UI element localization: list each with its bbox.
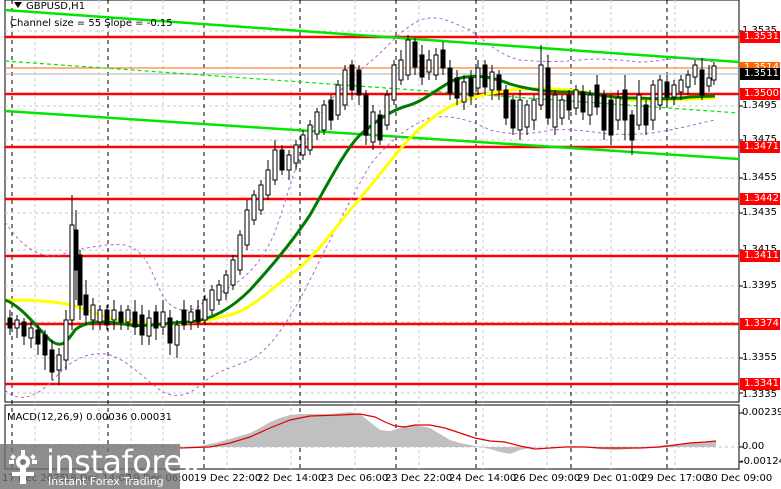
time-tick: 23 Dec 22:00 — [385, 473, 453, 484]
price-tick: 1.3435 — [742, 207, 777, 218]
brand-name: instaforex — [46, 443, 201, 481]
macd-axis-tick: -0.00124 — [740, 456, 781, 467]
time-tick: 19 Dec 22:00 — [194, 473, 262, 484]
dropdown-triangle-icon[interactable] — [14, 2, 22, 8]
current-price-label: 1.3511 — [740, 68, 780, 80]
price-tick: 1.3355 — [742, 352, 777, 363]
day-separators — [11, 0, 668, 469]
macd-histogram — [180, 412, 716, 454]
time-tick: 24 Dec 14:00 — [449, 473, 517, 484]
price-tick: 1.3495 — [742, 100, 777, 111]
level-label-support: 1.3411 — [740, 250, 780, 262]
brand-tagline: Instant Forex Trading — [48, 475, 164, 488]
instaforex-watermark: instaforex Instant Forex Trading — [0, 444, 201, 489]
price-tick: 1.3535 — [742, 25, 777, 36]
symbol-label: GBPUSD,H1 — [26, 1, 86, 12]
main-panel — [4, 0, 740, 403]
level-label-support: 1.3374 — [740, 318, 780, 330]
axis-ticks — [739, 30, 743, 463]
time-tick: 26 Dec 09:00 — [513, 473, 581, 484]
price-tick: 1.3455 — [742, 172, 777, 183]
ma-slow-yellow — [4, 87, 716, 326]
time-tick: 22 Dec 14:00 — [257, 473, 325, 484]
time-tick: 29 Dec 17:00 — [641, 473, 709, 484]
time-tick: 23 Dec 06:00 — [321, 473, 389, 484]
ma-fast-green — [4, 74, 716, 346]
macd-axis-tick: 0.00239 — [742, 407, 781, 418]
instaforex-gear-icon — [9, 450, 37, 484]
macd-axis-tick: 0.00 — [742, 441, 765, 452]
price-tick: 1.3475 — [742, 134, 777, 145]
price-tick: 1.3395 — [742, 280, 777, 291]
candlesticks — [7, 35, 717, 385]
time-tick: 29 Dec 01:00 — [577, 473, 645, 484]
level-label-resistance: 1.3531 — [740, 31, 780, 43]
macd-label: MACD(12,26,9) 0.00036 0.00031 — [7, 412, 173, 423]
macd-signal-line — [179, 413, 717, 450]
channel-info: Channel size = 55 Slope = -0.15 — [10, 18, 173, 29]
time-tick: 30 Dec 09:00 — [705, 473, 773, 484]
level-label-support: 1.3341 — [740, 378, 780, 390]
level-label-support: 1.3500 — [740, 88, 780, 100]
level-label-support: 1.3471 — [740, 141, 780, 153]
price-tick: 1.3335 — [742, 389, 777, 400]
price-tick: 1.3415 — [742, 244, 777, 255]
level-label-support: 1.3442 — [740, 193, 780, 205]
chart-title: GBPUSD,H1 — [14, 1, 85, 12]
bollinger-bands — [4, 17, 716, 398]
